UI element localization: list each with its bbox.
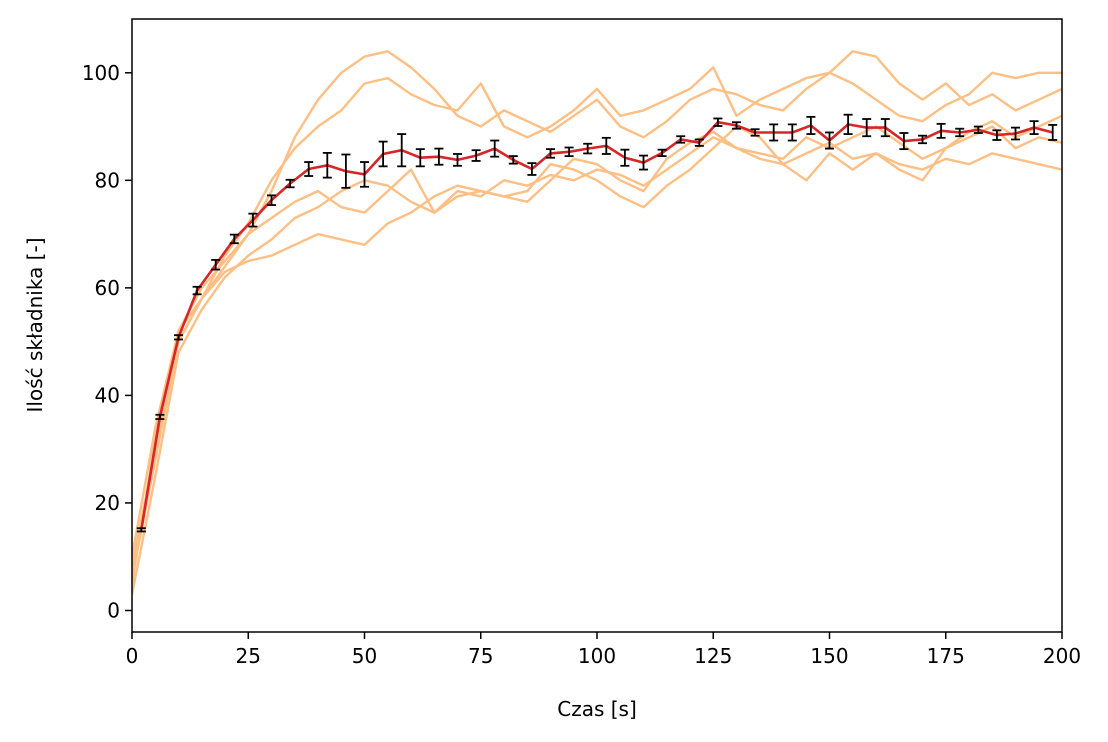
error-bar (490, 139, 500, 158)
error-bar (806, 115, 816, 135)
error-bar (973, 125, 983, 134)
y-axis: 0 20 40 60 80 100 (82, 61, 132, 622)
error-bar (601, 136, 611, 155)
error-bar (415, 148, 425, 168)
error-bar (267, 194, 276, 206)
error-bar (360, 161, 369, 188)
x-tick-label: 200 (1043, 644, 1081, 668)
error-bar (676, 135, 686, 144)
x-tick-label: 50 (352, 644, 377, 668)
error-bar (657, 148, 667, 158)
y-tick-label: 20 (95, 491, 120, 515)
error-bar (918, 134, 927, 145)
error-bar (750, 128, 760, 137)
realization-line-4 (132, 125, 1062, 557)
error-bar (1029, 120, 1039, 135)
error-bar (620, 148, 630, 167)
error-bar (248, 212, 258, 228)
realization-line-3 (132, 136, 1062, 595)
error-bar (546, 148, 555, 159)
error-bar (769, 123, 779, 142)
error-bar (304, 161, 314, 177)
error-bar (471, 149, 481, 162)
x-tick-label: 75 (468, 644, 493, 668)
error-bar (992, 129, 1002, 141)
error-bar (843, 113, 853, 135)
x-tick-label: 175 (927, 644, 965, 668)
y-tick-label: 0 (107, 598, 120, 622)
error-bar (825, 131, 834, 150)
error-bar (862, 118, 872, 138)
x-tick-label: 25 (236, 644, 261, 668)
error-bar (397, 133, 407, 168)
realization-line-1 (132, 50, 1062, 584)
error-bar (787, 123, 797, 142)
error-bar (583, 142, 593, 155)
y-tick-label: 100 (82, 61, 120, 85)
x-tick-label: 0 (126, 644, 139, 668)
error-bar (174, 334, 183, 341)
error-bar (880, 118, 890, 138)
error-bar (322, 151, 332, 179)
error-bar (136, 527, 146, 533)
error-bar (155, 413, 165, 420)
y-tick-label: 80 (95, 168, 120, 192)
y-tick-label: 40 (95, 383, 120, 407)
error-bar (285, 178, 295, 189)
error-bar (527, 162, 537, 176)
realization-line-5 (132, 114, 1062, 579)
error-bar (899, 132, 909, 151)
error-bar (564, 146, 574, 158)
y-tick-label: 60 (95, 276, 120, 300)
error-bar (1048, 124, 1058, 141)
error-bar (508, 155, 518, 165)
error-bar (936, 122, 946, 139)
error-bar (378, 140, 388, 168)
error-bar (694, 138, 704, 147)
x-tick-label: 150 (810, 644, 848, 668)
y-axis-label: Ilość składnika [-] (23, 238, 47, 413)
error-bar (453, 153, 462, 167)
error-bar (192, 285, 202, 296)
error-bar (1011, 126, 1020, 141)
mean-line (140, 120, 1054, 531)
error-bar (211, 258, 221, 271)
error-bar (341, 153, 351, 189)
error-bar (639, 154, 648, 171)
error-bar (732, 121, 741, 130)
realization-line-2 (132, 66, 1062, 568)
plot-content (132, 50, 1062, 595)
x-axis: 0 25 50 75 100 125 150 175 200 (126, 632, 1081, 668)
error-bar (434, 147, 444, 166)
error-bar (955, 127, 965, 138)
x-tick-label: 100 (578, 644, 616, 668)
error-bar (229, 233, 239, 245)
x-axis-label: Czas [s] (557, 697, 637, 721)
plot-area (132, 50, 1062, 595)
x-tick-label: 125 (694, 644, 732, 668)
error-bar (713, 117, 723, 127)
